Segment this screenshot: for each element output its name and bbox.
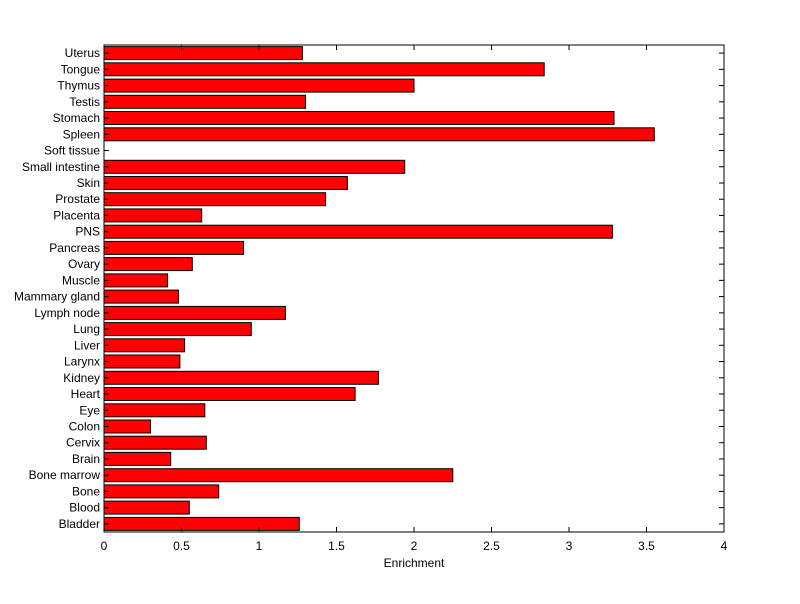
x-tick-label: 3 [566, 539, 573, 553]
y-tick-label: Muscle [62, 273, 100, 287]
y-tick-label: Placenta [53, 208, 100, 222]
y-tick-label: Liver [74, 338, 100, 352]
y-tick-label: Bladder [59, 517, 100, 531]
bar-thymus [103, 78, 415, 93]
bar-lymph-node [103, 305, 286, 320]
y-tick-label: Kidney [63, 371, 100, 385]
y-tick-label: Skin [77, 176, 100, 190]
y-tick-label: Pancreas [49, 241, 100, 255]
x-tick-label: 2 [411, 539, 418, 553]
x-tick-label: 2.5 [483, 539, 500, 553]
bar-spleen [103, 127, 655, 142]
bar-eye [103, 403, 206, 418]
x-tick-label: 4 [721, 539, 728, 553]
plot-area [103, 44, 725, 533]
bar-placenta [103, 208, 203, 223]
y-tick-label: Brain [72, 452, 100, 466]
y-tick-label: PNS [75, 225, 100, 239]
y-tick-label: Lymph node [34, 306, 100, 320]
bar-bone [103, 484, 220, 499]
y-tick-label: Tongue [61, 62, 101, 76]
y-tick-label: Eye [79, 403, 100, 417]
y-tick-label: Prostate [55, 192, 100, 206]
bar-pns [103, 224, 613, 239]
y-tick-label: Stomach [53, 111, 100, 125]
y-tick-label: Heart [71, 387, 101, 401]
y-tick-label: Bone [72, 484, 100, 498]
y-tick-label: Cervix [66, 436, 100, 450]
bar-colon [103, 419, 151, 434]
bar-ovary [103, 257, 193, 272]
x-tick-label: 0.5 [173, 539, 190, 553]
y-tick-label: Mammary gland [14, 290, 100, 304]
bar-larynx [103, 354, 181, 369]
y-tick-label: Ovary [68, 257, 100, 271]
bar-bladder [103, 516, 300, 531]
y-tick-label: Spleen [63, 127, 100, 141]
bar-skin [103, 176, 348, 190]
bar-bone-marrow [103, 468, 454, 483]
x-tick-label: 3.5 [638, 539, 655, 553]
bar-kidney [103, 370, 379, 385]
bar-pancreas [103, 240, 244, 255]
y-tick-label: Uterus [65, 46, 100, 60]
bar-uterus [103, 46, 303, 61]
bar-mammary-gland [103, 289, 179, 304]
bar-testis [103, 94, 306, 109]
x-axis-label: Enrichment [384, 556, 445, 570]
y-tick-label: Thymus [57, 79, 100, 93]
x-tick-label: 1 [256, 539, 263, 553]
bar-tongue [103, 62, 545, 77]
bar-lung [103, 322, 252, 337]
bar-liver [103, 338, 186, 353]
bar-blood [103, 500, 190, 515]
bar-prostate [103, 192, 327, 207]
y-tick-label: Larynx [64, 355, 100, 369]
y-tick-label: Lung [73, 322, 100, 336]
bar-cervix [103, 435, 207, 450]
bar-stomach [103, 111, 615, 125]
bar-muscle [103, 273, 169, 288]
y-tick-label: Colon [69, 419, 100, 433]
y-tick-label: Blood [69, 501, 100, 515]
y-tick-label: Soft tissue [44, 144, 100, 158]
x-tick-label: 1.5 [328, 539, 345, 553]
bar-brain [103, 451, 172, 466]
y-tick-label: Bone marrow [29, 468, 101, 482]
x-tick-label: 0 [101, 539, 108, 553]
bar-heart [103, 387, 356, 401]
y-tick-label: Small intestine [22, 160, 100, 174]
y-tick-label: Testis [69, 95, 100, 109]
bar-small-intestine [103, 159, 406, 174]
